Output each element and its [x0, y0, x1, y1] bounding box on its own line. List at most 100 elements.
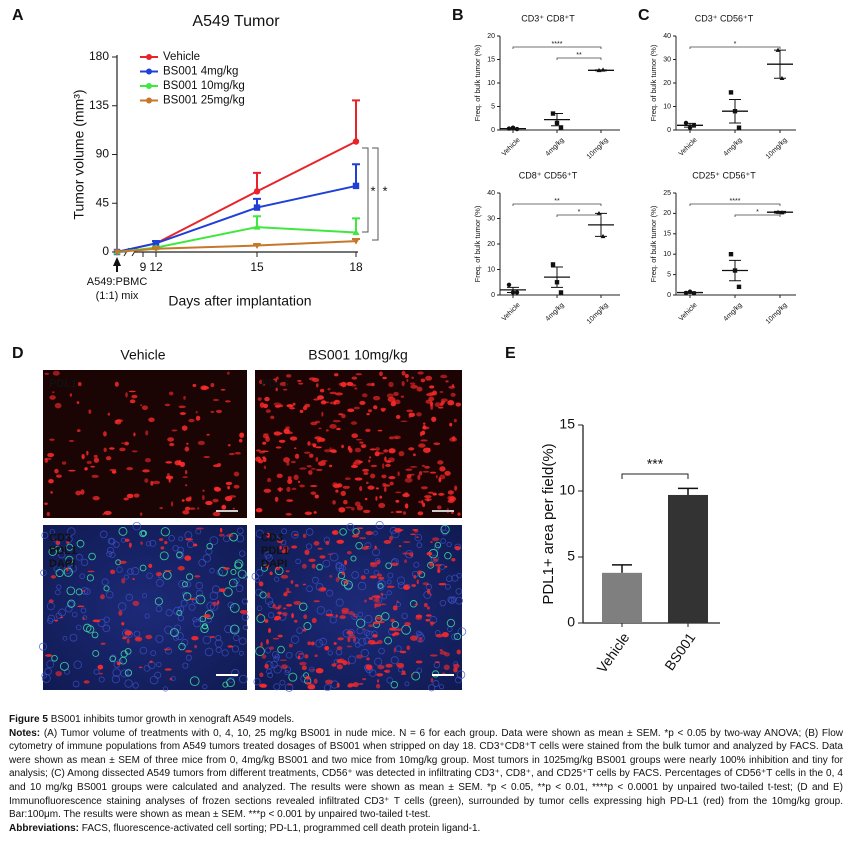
marker: [506, 282, 512, 287]
cd3-cell: [229, 532, 238, 542]
chart-title: CD8⁺ CD56⁺T: [519, 170, 578, 180]
pdl1-signal: [341, 444, 344, 449]
pdl1-signal: [429, 654, 438, 657]
pdl1-signal: [280, 664, 288, 670]
x-tick-label: 12: [149, 260, 163, 274]
error-bar: [352, 99, 360, 142]
nucleus: [316, 606, 326, 615]
cd3-cell: [159, 551, 169, 561]
pdl1-signal: [293, 533, 298, 537]
pdl1-signal: [360, 575, 366, 580]
pdl1-signal: [344, 477, 351, 480]
pdl1-signal: [163, 569, 172, 572]
pdl1-signal: [277, 487, 284, 491]
cd3-cell: [411, 671, 421, 681]
nucleus: [145, 541, 152, 547]
nucleus: [69, 633, 78, 642]
nucleus: [396, 576, 406, 585]
pdl1-signal: [55, 670, 63, 677]
pdl1-signal: [430, 622, 434, 626]
nucleus: [279, 679, 286, 686]
pdl1-signal: [54, 402, 62, 409]
cd3-cell: [201, 623, 208, 630]
pdl1-signal: [93, 454, 98, 458]
pdl1-signal: [325, 429, 329, 432]
pdl1-signal: [276, 473, 283, 478]
pdl1-signal: [275, 566, 281, 571]
pdl1-signal: [395, 510, 403, 514]
pdl1-signal: [451, 558, 456, 562]
pdl1-signal: [291, 613, 294, 619]
marker: [550, 262, 556, 267]
pdl1-signal: [54, 619, 59, 622]
nucleus: [445, 583, 451, 590]
nucleus: [335, 561, 343, 570]
nucleus: [305, 543, 313, 550]
pdl1-signal: [302, 628, 307, 632]
pdl1-signal: [212, 464, 221, 468]
cd3-cell: [170, 628, 179, 637]
pdl1-signal: [437, 406, 444, 409]
pdl1-signal: [386, 393, 394, 399]
sem-bar: [729, 98, 741, 124]
nucleus: [80, 607, 87, 614]
marker: [152, 240, 160, 247]
pdl1-signal: [395, 437, 398, 439]
pdl1-signal: [293, 474, 299, 481]
pdl1-signal: [290, 580, 294, 584]
pdl1-signal: [133, 493, 140, 498]
pdl1-signal: [343, 499, 348, 505]
pdl1-signal: [386, 585, 395, 589]
pdl1-signal: [355, 438, 363, 441]
pdl1-signal: [382, 376, 387, 380]
pdl1-signal: [126, 493, 134, 499]
nucleus: [231, 668, 240, 677]
pdl1-signal: [434, 563, 442, 567]
y-tick-label: 5: [667, 271, 671, 278]
nucleus: [446, 575, 453, 582]
stain-label: PDL1: [261, 378, 289, 390]
pdl1-signal: [111, 470, 117, 474]
pdl1-signal: [188, 507, 196, 510]
cd3-cell: [51, 655, 58, 662]
nucleus: [266, 668, 272, 675]
nucleus: [323, 684, 332, 692]
pdl1-signal: [364, 497, 368, 501]
cd3-cell: [139, 564, 147, 572]
nucleus: [346, 523, 355, 531]
pdl1-signal: [430, 541, 433, 543]
pdl1-signal: [402, 511, 407, 515]
pdl1-signal: [48, 599, 54, 604]
pdl1-signal: [367, 639, 376, 645]
pdl1-signal: [451, 436, 456, 442]
pdl1-signal: [346, 645, 353, 648]
cd3-cell: [206, 542, 213, 550]
x-tick-label: 4mg/kg: [723, 302, 744, 323]
nucleus: [202, 635, 212, 645]
pdl1-signal: [110, 569, 116, 575]
pdl1-signal: [178, 459, 182, 466]
nucleus: [387, 572, 394, 579]
nucleus: [185, 581, 192, 588]
pdl1-signal: [264, 396, 270, 402]
pdl1-signal: [368, 459, 371, 463]
pdl1-signal: [77, 605, 85, 608]
pdl1-signal: [169, 677, 173, 681]
pdl1-signal: [324, 679, 333, 685]
pdl1-signal: [142, 469, 150, 473]
pdl1-signal: [100, 594, 105, 600]
pdl1-signal: [266, 532, 271, 538]
legend-label: BS001 25mg/kg: [163, 95, 245, 107]
pdl1-signal: [191, 636, 199, 641]
nucleus: [305, 528, 314, 536]
pdl1-signal: [314, 436, 322, 440]
pdl1-signal: [347, 636, 351, 643]
nucleus: [415, 630, 422, 637]
pdl1-signal: [369, 448, 376, 451]
pdl1-signal: [238, 438, 243, 443]
pdl1-signal: [406, 645, 411, 651]
pdl1-signal: [97, 664, 104, 670]
x-tick-label: 4mg/kg: [545, 302, 566, 323]
pdl1-signal: [163, 648, 171, 651]
pdl1-signal: [353, 637, 357, 642]
